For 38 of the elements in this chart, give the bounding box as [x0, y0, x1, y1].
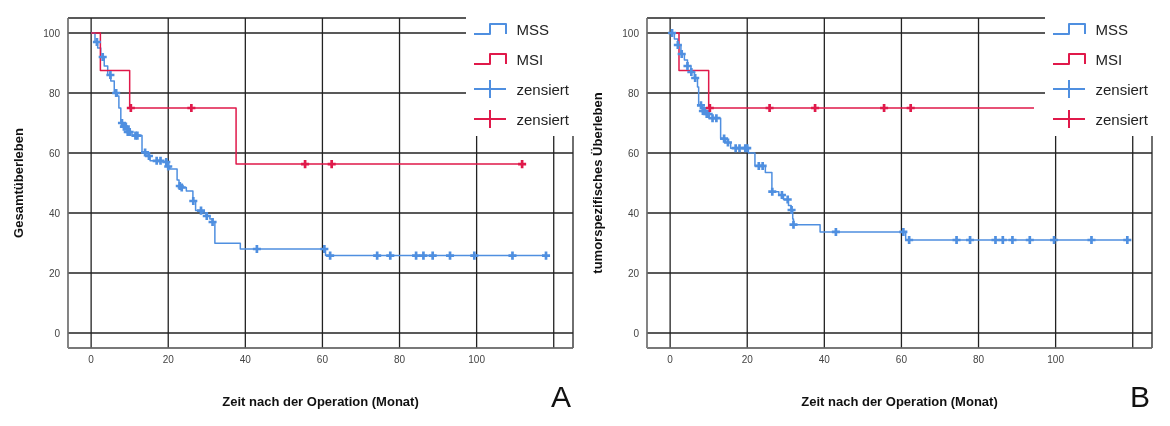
y-tick-label: 0 [54, 327, 61, 339]
y-tick-label: 20 [48, 267, 61, 279]
x-tick-label: 0 [667, 354, 674, 366]
x-tick-label: 20 [162, 354, 175, 366]
legend-label: MSS [1095, 20, 1128, 38]
x-axis-title: Zeit nach der Operation (Monat) [801, 394, 998, 409]
x-tick-label: 40 [239, 354, 252, 366]
y-tick-label: 100 [622, 27, 640, 39]
text: B [1129, 380, 1150, 414]
x-tick-label: 60 [895, 354, 908, 366]
x-axis-title: Zeit nach der Operation (Monat) [222, 394, 419, 409]
x-tick-label: 80 [972, 354, 985, 366]
y-tick-label: 40 [627, 207, 640, 219]
y-axis-title: Gesamtüberleben [10, 128, 26, 238]
y-tick-label: 60 [48, 147, 61, 159]
y-tick-label: 60 [627, 147, 640, 159]
x-tick-label: 40 [818, 354, 831, 366]
legend-label: MSS [516, 20, 549, 38]
legend-label: MSI [1095, 50, 1123, 68]
x-tick-label: 100 [1047, 354, 1065, 366]
legend-label: zensiert [516, 110, 569, 128]
legend-label: zensiert [516, 80, 569, 98]
x-tick-label: 60 [316, 354, 329, 366]
y-tick-label: 0 [633, 327, 640, 339]
x-tick-label: 20 [741, 354, 754, 366]
y-tick-label: 100 [43, 27, 61, 39]
y-tick-label: 20 [627, 267, 640, 279]
x-tick-label: 80 [393, 354, 406, 366]
y-tick-label: 40 [48, 207, 61, 219]
y-tick-label: 80 [48, 87, 61, 99]
text: A [550, 380, 571, 414]
y-tick-label: 80 [627, 87, 640, 99]
x-tick-label: 100 [468, 354, 486, 366]
legend-label: MSI [516, 50, 544, 68]
legend-label: zensiert [1095, 80, 1148, 98]
y-axis-title: tumorspezifisches Überleben [589, 92, 605, 274]
legend-label: zensiert [1095, 110, 1148, 128]
x-tick-label: 0 [88, 354, 95, 366]
